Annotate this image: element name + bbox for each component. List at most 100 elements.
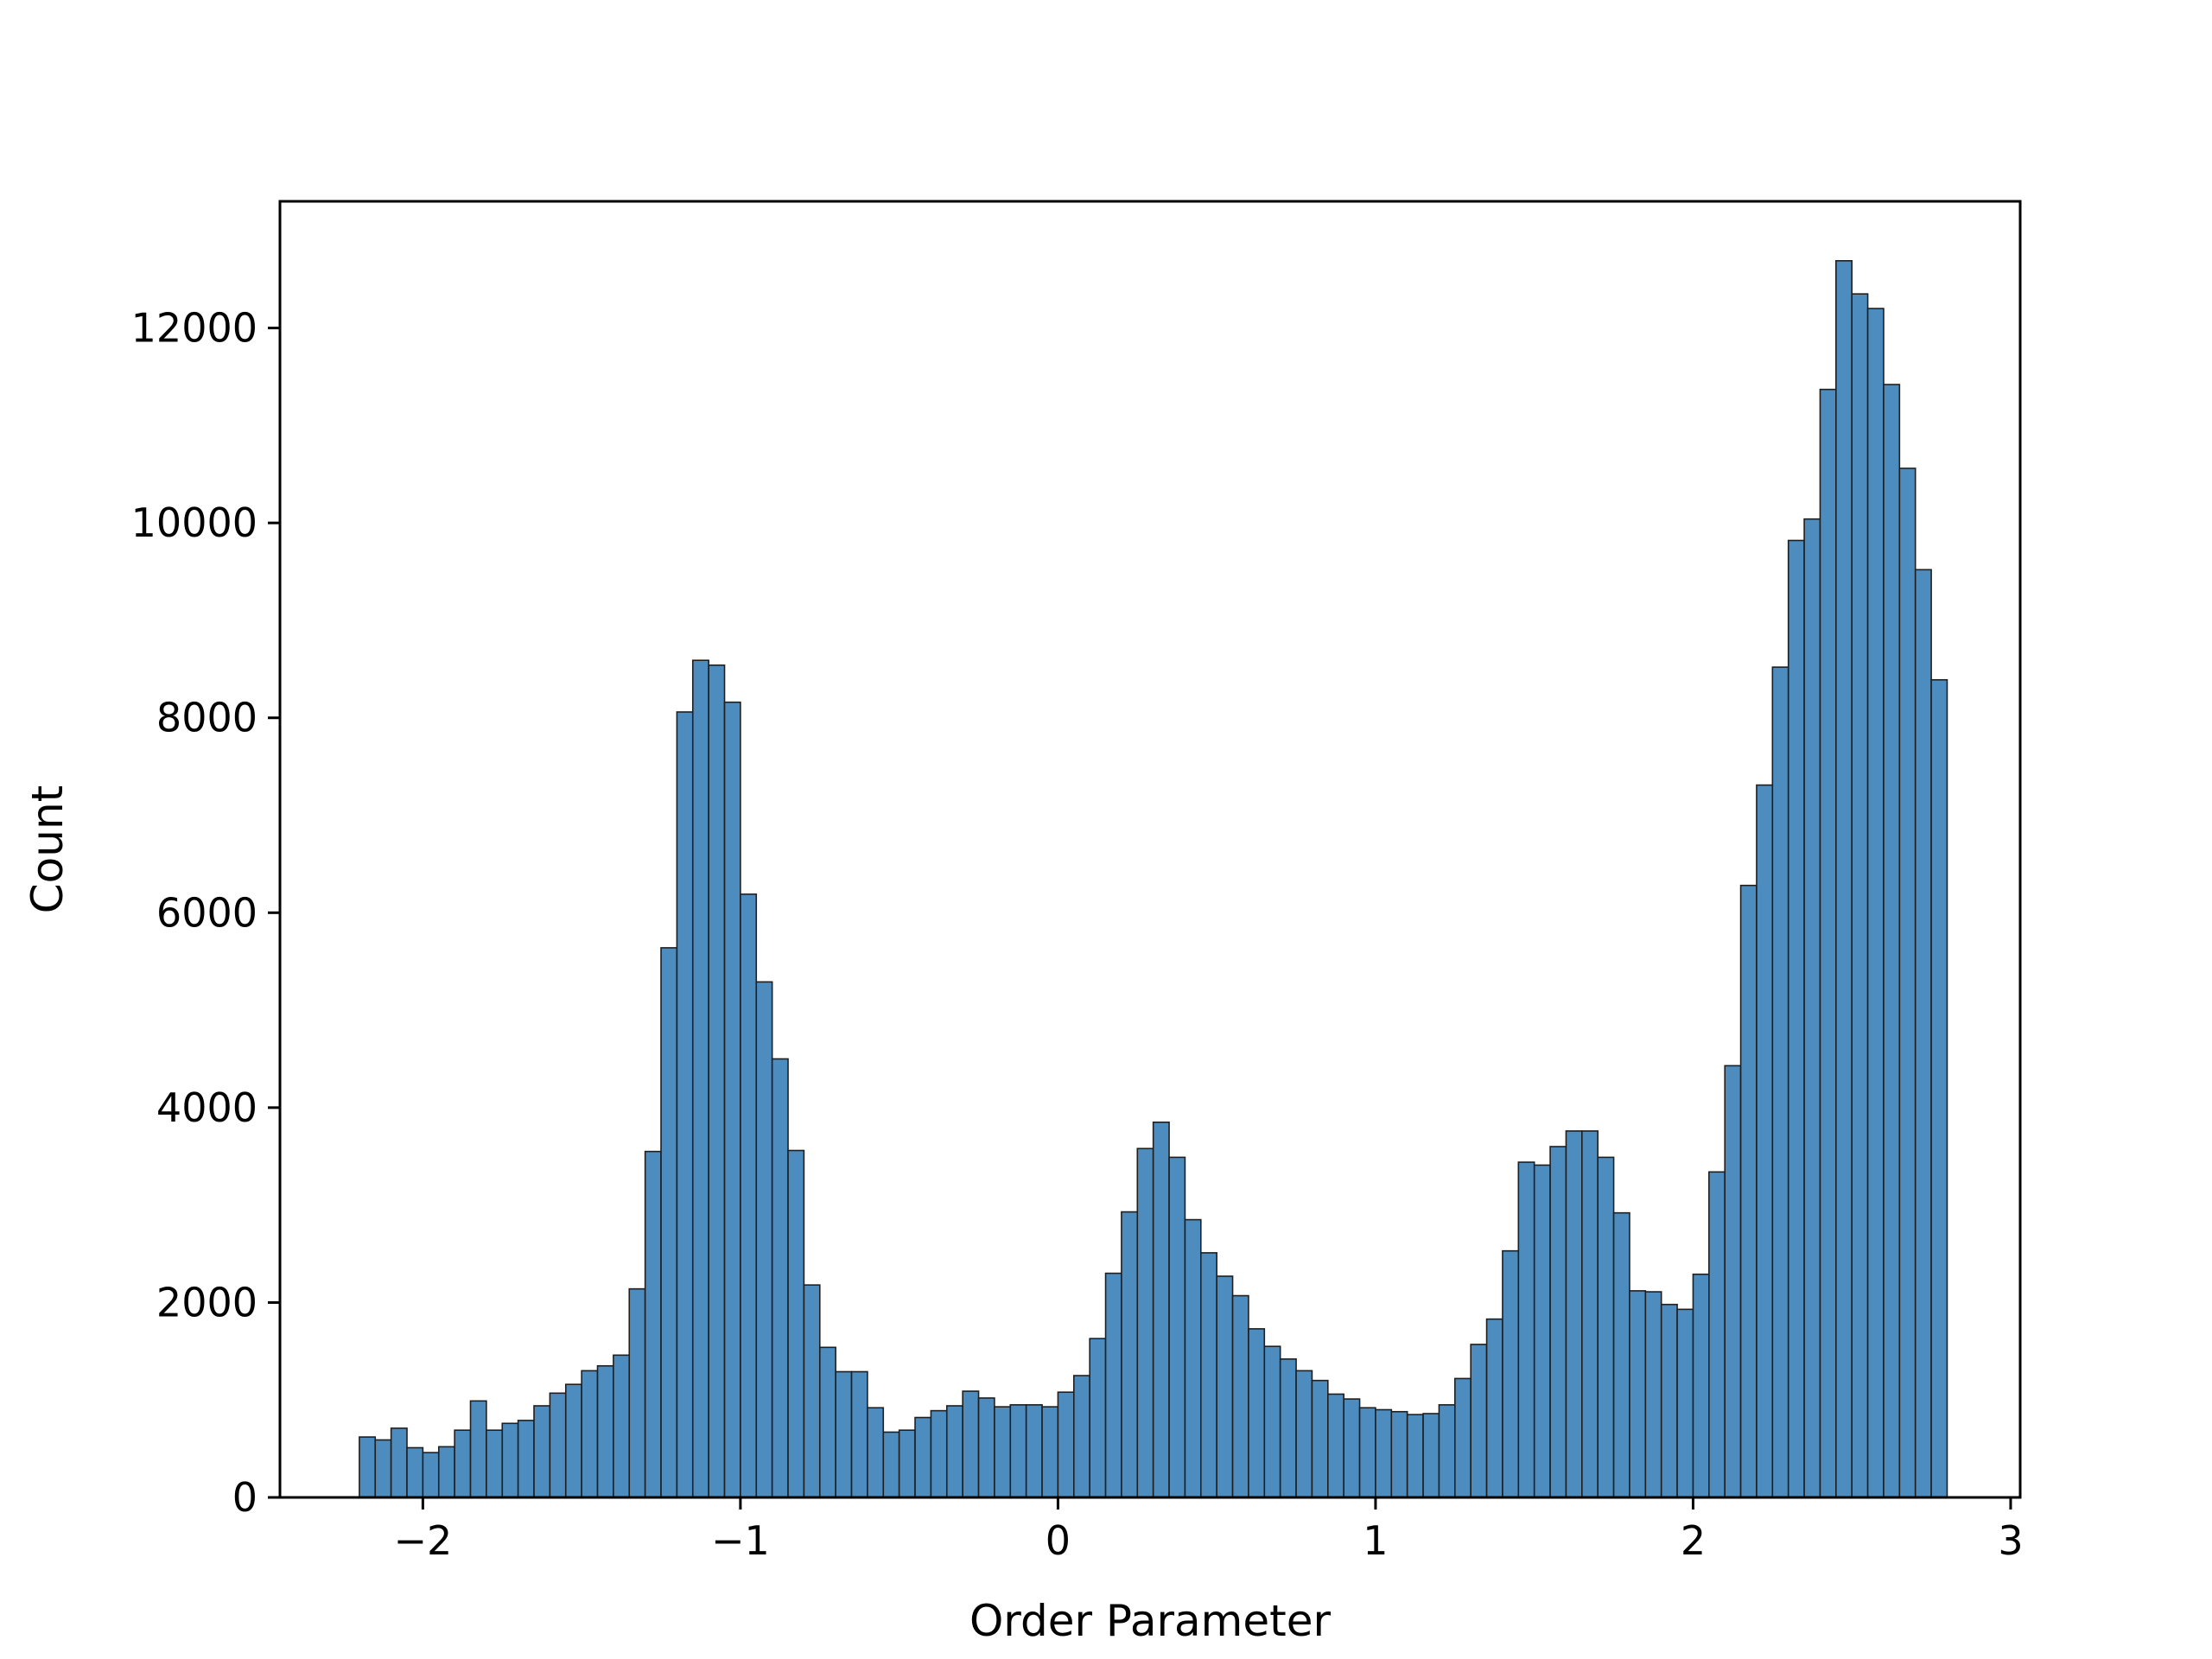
histogram-bar xyxy=(723,701,741,1498)
histogram-bar xyxy=(676,711,694,1498)
histogram-bar xyxy=(628,1287,646,1498)
x-tick-label: 1 xyxy=(1363,1517,1388,1564)
histogram-bar xyxy=(422,1452,440,1498)
histogram-bar xyxy=(533,1405,551,1498)
histogram-bar xyxy=(469,1400,487,1498)
histogram-bar xyxy=(1644,1291,1662,1498)
histogram-bar xyxy=(390,1427,408,1498)
histogram-bar xyxy=(1438,1404,1456,1498)
y-tick-label: 0 xyxy=(232,1474,257,1521)
histogram-bar xyxy=(691,659,709,1498)
histogram-bar xyxy=(359,1436,377,1498)
x-axis-label: Order Parameter xyxy=(969,1596,1332,1646)
histogram-bar xyxy=(454,1429,472,1498)
histogram-bars xyxy=(359,259,1948,1498)
y-tick-label: 6000 xyxy=(156,889,257,936)
histogram-bar xyxy=(1612,1211,1630,1498)
histogram-bar xyxy=(1565,1130,1583,1498)
y-tick-label: 12000 xyxy=(131,305,257,352)
histogram-bar xyxy=(1152,1121,1170,1498)
histogram-bar xyxy=(914,1416,932,1498)
histogram-bar xyxy=(1739,884,1758,1498)
histogram-bar xyxy=(1517,1161,1535,1498)
histogram-bar xyxy=(549,1392,567,1498)
histogram-bar xyxy=(1184,1218,1202,1498)
y-axis-label: Count xyxy=(22,785,73,914)
histogram-bar xyxy=(644,1150,662,1498)
histogram-bar xyxy=(930,1409,948,1498)
histogram-bar xyxy=(517,1420,535,1498)
histogram-bar xyxy=(1136,1147,1154,1498)
y-tick-label: 8000 xyxy=(156,695,257,741)
histogram-bar xyxy=(1787,539,1805,1498)
histogram-bar xyxy=(1057,1391,1075,1498)
histogram-bar xyxy=(755,981,773,1498)
histogram-bar xyxy=(1422,1413,1440,1498)
histogram-bar xyxy=(1470,1344,1488,1498)
histogram-bar xyxy=(596,1364,614,1498)
histogram-bar xyxy=(1406,1414,1424,1498)
histogram-bar xyxy=(1835,259,1853,1498)
histogram-bar xyxy=(1248,1328,1266,1498)
histogram-bar xyxy=(1104,1272,1122,1498)
histogram-bar xyxy=(803,1284,821,1498)
histogram-bar xyxy=(1454,1377,1471,1498)
histogram-bar xyxy=(437,1446,455,1498)
plot-frame xyxy=(278,200,2022,1499)
histogram-bar xyxy=(1390,1410,1408,1498)
histogram-bar xyxy=(1279,1358,1297,1498)
histogram-bar xyxy=(818,1346,836,1498)
histogram-bar xyxy=(1072,1375,1090,1498)
histogram-bar xyxy=(1819,388,1837,1498)
histogram-bar xyxy=(850,1370,868,1498)
histogram-bar xyxy=(1629,1290,1647,1498)
histogram-bar xyxy=(486,1429,504,1498)
histogram-bar xyxy=(1724,1065,1742,1498)
y-tick-label: 2000 xyxy=(156,1279,257,1325)
histogram-bar xyxy=(1358,1407,1376,1498)
x-axis-ticks: −2 −1 0 1 2 3 xyxy=(393,1497,2024,1564)
histogram-bar xyxy=(1311,1379,1329,1498)
histogram-bar xyxy=(501,1422,519,1498)
y-tick-label: 10000 xyxy=(131,499,257,546)
histogram-bar xyxy=(835,1370,853,1498)
histogram-bar xyxy=(581,1370,599,1498)
histogram-bar xyxy=(740,893,758,1498)
histogram-bar xyxy=(406,1446,424,1498)
histogram-bar xyxy=(1041,1406,1059,1498)
x-tick-label: 2 xyxy=(1681,1517,1706,1564)
histogram-bar xyxy=(1231,1294,1249,1498)
histogram-bar xyxy=(1089,1338,1107,1498)
histogram-bar xyxy=(1168,1156,1186,1498)
histogram-bar xyxy=(882,1431,900,1498)
histogram-bar xyxy=(1121,1211,1139,1498)
histogram-bar xyxy=(1883,384,1901,1498)
histogram-bar xyxy=(1549,1146,1567,1498)
histogram-bar xyxy=(1866,308,1885,1498)
histogram-bar xyxy=(898,1429,916,1498)
histogram-bar xyxy=(1914,569,1932,1498)
histogram-bar xyxy=(1692,1273,1710,1498)
histogram-bar xyxy=(962,1390,980,1498)
histogram-bar xyxy=(977,1397,995,1498)
histogram-bar xyxy=(1343,1398,1361,1498)
x-tick-label: −1 xyxy=(711,1517,770,1564)
histogram-bar xyxy=(1708,1171,1726,1498)
histogram-bar xyxy=(1851,293,1869,1498)
histogram-bar xyxy=(867,1407,885,1498)
histogram-bar xyxy=(1803,518,1821,1498)
histogram-bar xyxy=(1216,1275,1234,1498)
histogram-bar xyxy=(994,1406,1012,1498)
histogram-bar xyxy=(945,1405,963,1498)
histogram-bar xyxy=(1009,1404,1027,1498)
histogram-bar xyxy=(1200,1252,1217,1498)
histogram-bar xyxy=(1263,1345,1281,1498)
x-tick-label: −2 xyxy=(393,1517,452,1564)
histogram-bar xyxy=(708,664,726,1498)
histogram-bar xyxy=(374,1439,392,1498)
histogram-bar xyxy=(1898,467,1916,1498)
histogram-bar xyxy=(1485,1318,1503,1498)
y-tick-label: 4000 xyxy=(156,1084,257,1131)
histogram-bar xyxy=(1533,1164,1551,1498)
